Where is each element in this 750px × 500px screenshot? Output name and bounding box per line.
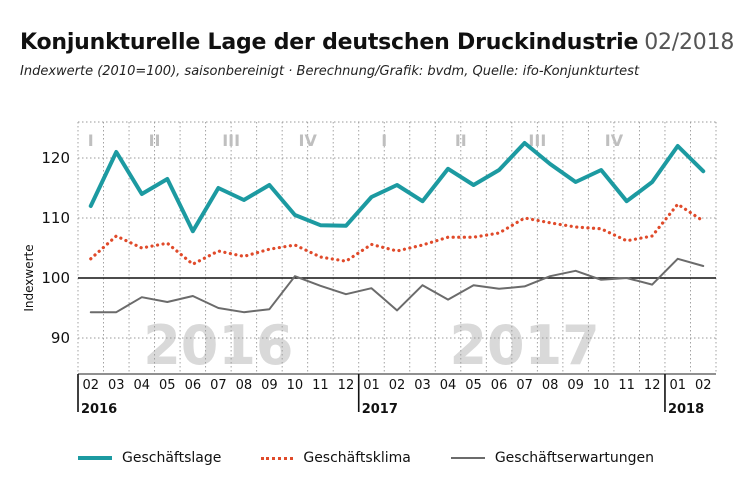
- series-line-geschaeftslage: [88, 141, 706, 234]
- legend-item-geschaeftslage: Geschäftslage: [78, 450, 221, 466]
- x-tick-label: 10: [287, 378, 304, 393]
- x-tick-label: 06: [491, 378, 508, 393]
- x-tick-label: 07: [210, 378, 227, 393]
- chart-title: Konjunkturelle Lage der deutschen Drucki…: [20, 30, 734, 55]
- legend-label-geschaeftslage: Geschäftslage: [122, 450, 222, 466]
- year-label-2017: 2017: [362, 402, 398, 417]
- quarter-label: IV: [605, 131, 624, 150]
- chart-title-date: 02/2018: [644, 30, 735, 55]
- x-tick-label: 10: [593, 378, 610, 393]
- year-watermark-2016: 2016: [143, 314, 293, 377]
- year-label-2018: 2018: [668, 402, 704, 417]
- x-tick-label: 02: [389, 378, 406, 393]
- x-tick-label: 01: [669, 378, 686, 393]
- x-tick-label: 02: [695, 378, 712, 393]
- x-tick-label: 07: [516, 378, 533, 393]
- y-axis-label: Indexwerte: [22, 244, 36, 311]
- quarter-label: III: [222, 131, 240, 150]
- x-tick-label: 11: [312, 378, 329, 393]
- chart-subtitle: Indexwerte (2010=100), saisonbereinigt ·…: [20, 64, 640, 79]
- quarter-label: II: [149, 131, 161, 150]
- legend-label-geschaeftsklima: Geschäftsklima: [303, 450, 411, 466]
- quarter-label: I: [381, 131, 387, 150]
- x-tick-label: 05: [465, 378, 482, 393]
- x-tick-label: 04: [134, 378, 151, 393]
- series-line-geschaeftserwartungen: [89, 257, 705, 314]
- chart-legend: Geschäftslage Geschäftsklima Geschäftser…: [78, 450, 738, 466]
- x-tick-label: 09: [261, 378, 278, 393]
- y-tick-label: 90: [51, 329, 70, 347]
- y-tick-label: 100: [41, 269, 70, 287]
- x-tick-label: 09: [567, 378, 584, 393]
- x-tick-label: 03: [108, 378, 125, 393]
- year-label-2016: 2016: [81, 402, 117, 417]
- x-tick-label: 12: [644, 378, 661, 393]
- x-tick-label: 04: [440, 378, 457, 393]
- x-tick-label: 03: [414, 378, 431, 393]
- x-tick-label: 11: [618, 378, 635, 393]
- x-tick-label: 06: [185, 378, 202, 393]
- quarter-label: I: [88, 131, 94, 150]
- year-watermark-2017: 2017: [449, 314, 599, 377]
- legend-item-geschaeftserwartungen: Geschäftserwartungen: [450, 450, 654, 466]
- quarter-label: III: [528, 131, 546, 150]
- legend-swatch-geschaeftsklima: [261, 456, 294, 460]
- x-tick-label: 02: [82, 378, 99, 393]
- quarter-label: II: [455, 131, 467, 150]
- x-tick-label: 08: [542, 378, 559, 393]
- x-tick-label: 08: [236, 378, 253, 393]
- chart-title-text: Konjunkturelle Lage der deutschen Drucki…: [20, 30, 639, 55]
- legend-label-geschaeftserwartungen: Geschäftserwartungen: [494, 450, 654, 466]
- y-tick-label: 120: [41, 149, 70, 167]
- y-tick-label: 110: [41, 209, 70, 227]
- legend-swatch-geschaeftslage: [78, 456, 112, 460]
- legend-swatch-geschaeftserwartungen: [450, 457, 485, 459]
- legend-item-geschaeftsklima: Geschäftsklima: [261, 450, 411, 466]
- quarter-label: IV: [299, 131, 318, 150]
- x-tick-label: 12: [338, 378, 355, 393]
- x-tick-label: 01: [363, 378, 380, 393]
- x-tick-label: 05: [159, 378, 176, 393]
